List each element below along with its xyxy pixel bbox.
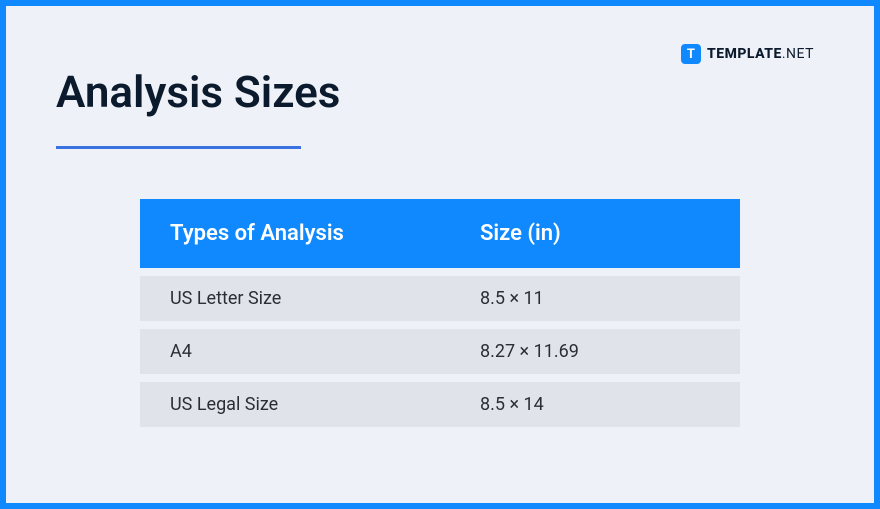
sizes-table: Types of Analysis Size (in) US Letter Si… bbox=[140, 199, 740, 427]
cell-size: 8.27 × 11.69 bbox=[480, 341, 710, 362]
brand-logo: T TEMPLATE.NET bbox=[681, 44, 814, 64]
table-row: A4 8.27 × 11.69 bbox=[140, 329, 740, 374]
logo-text: TEMPLATE.NET bbox=[707, 46, 814, 62]
column-header-type: Types of Analysis bbox=[170, 221, 480, 246]
table-row: US Letter Size 8.5 × 11 bbox=[140, 276, 740, 321]
cell-type: A4 bbox=[170, 341, 480, 362]
logo-icon: T bbox=[681, 44, 701, 64]
table-header: Types of Analysis Size (in) bbox=[140, 199, 740, 268]
logo-text-suffix: .NET bbox=[782, 46, 814, 62]
cell-type: US Letter Size bbox=[170, 288, 480, 309]
cell-size: 8.5 × 11 bbox=[480, 288, 710, 309]
page-title: Analysis Sizes bbox=[56, 66, 824, 118]
table-row: US Legal Size 8.5 × 14 bbox=[140, 382, 740, 427]
title-underline bbox=[56, 146, 301, 149]
logo-text-main: TEMPLATE bbox=[707, 46, 782, 62]
infographic-frame: T TEMPLATE.NET Analysis Sizes Types of A… bbox=[0, 0, 880, 509]
column-header-size: Size (in) bbox=[480, 221, 710, 246]
cell-type: US Legal Size bbox=[170, 394, 480, 415]
cell-size: 8.5 × 14 bbox=[480, 394, 710, 415]
